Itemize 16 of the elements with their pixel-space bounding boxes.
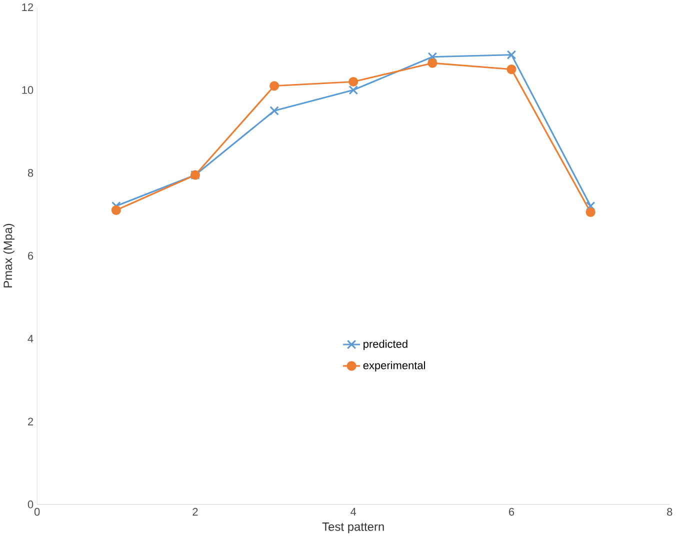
y-tick-label: 4 <box>28 335 34 343</box>
y-tick-label: 0 <box>28 500 34 508</box>
x-tick-label: 4 <box>350 508 356 516</box>
legend-label: experimental <box>363 361 425 372</box>
x-tick-label: 8 <box>667 508 672 516</box>
legend-label: predicted <box>364 340 408 350</box>
y-tick-label: 6 <box>28 252 34 260</box>
y-tick-label: 12 <box>22 4 34 12</box>
y-axis-title: Pmax (Mpa) <box>3 224 14 288</box>
y-tick-label: 10 <box>22 86 34 94</box>
x-axis-title: Test pattern <box>322 522 384 534</box>
x-tick-label: 6 <box>509 508 514 516</box>
y-tick-label: 8 <box>28 169 34 177</box>
x-tick-label: 2 <box>192 508 198 516</box>
x-tick-label: 0 <box>34 508 40 516</box>
y-tick-label: 2 <box>28 418 34 426</box>
